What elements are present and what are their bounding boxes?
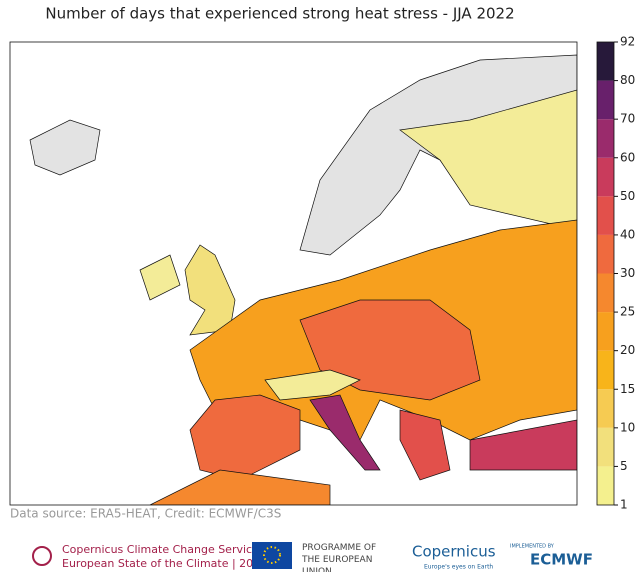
eu-stars <box>263 546 281 564</box>
colorbar-segment <box>597 234 614 274</box>
copernicus: Copernicus <box>412 543 496 561</box>
colorbar-segment <box>597 80 614 120</box>
implemented-by: IMPLEMENTED BY <box>510 544 555 550</box>
colorbar-segment <box>597 196 614 235</box>
colorbar-tick-label: 10 <box>620 420 635 434</box>
colorbar-tick-label: 40 <box>620 227 635 241</box>
copernicus-tagline: Europe's eyes on Earth <box>424 564 493 571</box>
colorbar-segment <box>597 273 614 313</box>
map <box>9 41 578 506</box>
data-source: Data source: ERA5-HEAT, Credit: ECMWF/C3… <box>10 507 281 521</box>
c3s-report: European State of the Climate | 2022 <box>62 557 267 570</box>
colorbar-tick-label: 20 <box>620 343 635 357</box>
ecmwf: ECMWF <box>530 551 593 569</box>
colorbar-tick-label: 80 <box>620 73 635 87</box>
colorbar-tick-label: 1 <box>620 498 628 512</box>
colorbar-tick-label: 30 <box>620 266 635 280</box>
colorbar-segment <box>597 389 614 428</box>
colorbar-tick-label: 50 <box>620 189 635 203</box>
footer: Copernicus Climate Change Service Europe… <box>32 542 593 572</box>
colorbar-segment <box>597 427 614 467</box>
c3s-name: Copernicus Climate Change Service <box>62 543 259 556</box>
colorbar-segment <box>597 350 614 390</box>
colorbar-tick-label: 5 <box>620 459 628 473</box>
colorbar-tick-label: 60 <box>620 150 635 164</box>
colorbar-segment <box>597 466 614 505</box>
colorbar-segment <box>597 157 614 197</box>
colorbar-tick-label: 15 <box>620 382 635 396</box>
colorbar-tick-label: 70 <box>620 112 635 126</box>
colorbar-segment <box>597 312 614 351</box>
colorbar-segment <box>597 42 614 81</box>
map-title: Number of days that experienced strong h… <box>45 5 514 23</box>
eu-programme: PROGRAMME OF THE EUROPEAN UNION <box>302 543 377 572</box>
colorbar-tick-label: 92 <box>620 35 635 49</box>
c3s-logo <box>32 546 52 566</box>
eu-programme-box: PROGRAMME OF THE EUROPEAN UNION <box>302 543 377 572</box>
colorbar-segment <box>597 119 614 158</box>
colorbar-tick-label: 25 <box>620 305 635 319</box>
